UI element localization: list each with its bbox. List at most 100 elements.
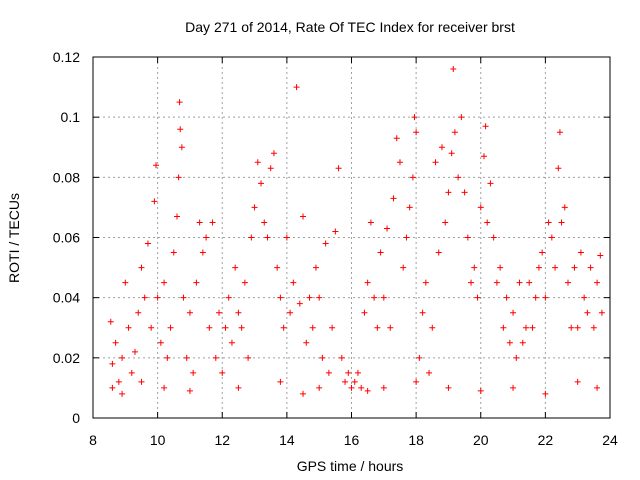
data-point	[500, 324, 507, 331]
data-point	[597, 252, 604, 259]
data-point	[539, 249, 546, 256]
data-point	[209, 219, 216, 226]
data-point	[529, 324, 536, 331]
y-tick-label: 0.06	[53, 230, 80, 246]
data-point	[493, 279, 500, 286]
data-point	[461, 189, 468, 196]
x-axis-label: GPS time / hours	[297, 458, 404, 474]
data-point	[154, 294, 161, 301]
data-point	[274, 264, 281, 271]
data-point	[338, 354, 345, 361]
data-point	[115, 378, 122, 385]
data-point	[219, 369, 226, 376]
data-point	[319, 354, 326, 361]
data-point	[396, 159, 403, 166]
data-point	[167, 324, 174, 331]
axis-ticks	[92, 56, 611, 419]
data-point	[384, 225, 391, 232]
data-point	[170, 249, 177, 256]
data-point	[335, 165, 342, 172]
data-point	[125, 324, 132, 331]
data-point	[354, 369, 361, 376]
data-point	[322, 240, 329, 247]
data-point	[174, 213, 181, 220]
data-point	[332, 228, 339, 235]
data-point	[564, 279, 571, 286]
data-point	[364, 387, 371, 394]
y-tick-label: 0.1	[61, 109, 81, 125]
data-point	[380, 294, 387, 301]
x-tick-label: 8	[89, 432, 97, 448]
data-point	[138, 378, 145, 385]
data-point	[568, 324, 575, 331]
data-point	[598, 309, 605, 316]
data-point	[351, 378, 358, 385]
data-point	[203, 234, 210, 241]
data-point	[532, 294, 539, 301]
data-point	[422, 279, 429, 286]
data-point	[138, 264, 145, 271]
data-point	[254, 159, 261, 166]
data-point	[235, 384, 242, 391]
data-point	[180, 294, 187, 301]
data-point	[238, 324, 245, 331]
data-point	[206, 324, 213, 331]
data-point	[157, 339, 164, 346]
data-point	[413, 378, 420, 385]
data-point	[270, 150, 277, 157]
data-point	[594, 384, 601, 391]
data-point	[380, 384, 387, 391]
data-point	[342, 378, 349, 385]
x-tick-label: 24	[602, 432, 618, 448]
data-point	[300, 213, 307, 220]
data-point	[542, 390, 549, 397]
data-point	[548, 234, 555, 241]
data-point	[490, 234, 497, 241]
data-points	[107, 66, 605, 397]
data-point	[161, 279, 168, 286]
data-point	[186, 309, 193, 316]
data-point	[293, 84, 300, 91]
data-point	[109, 384, 116, 391]
data-point	[429, 324, 436, 331]
data-point	[581, 294, 588, 301]
data-point	[290, 279, 297, 286]
data-point	[296, 300, 303, 307]
data-point	[584, 309, 591, 316]
data-point	[325, 369, 332, 376]
data-point	[477, 387, 484, 394]
data-point	[535, 264, 542, 271]
data-point	[409, 174, 416, 181]
data-point	[245, 354, 252, 361]
data-point	[248, 234, 255, 241]
data-point	[216, 309, 223, 316]
data-point	[445, 384, 452, 391]
data-point	[175, 174, 182, 181]
data-point	[464, 234, 471, 241]
data-point	[119, 354, 126, 361]
data-point	[178, 144, 185, 151]
y-tick-label: 0.04	[53, 290, 80, 306]
data-point	[561, 204, 568, 211]
data-point	[164, 354, 171, 361]
data-point	[196, 219, 203, 226]
data-point	[128, 369, 135, 376]
data-point	[287, 309, 294, 316]
data-point	[306, 294, 313, 301]
data-point	[316, 384, 323, 391]
data-point	[426, 369, 433, 376]
data-point	[556, 129, 563, 136]
data-point	[241, 279, 248, 286]
data-point	[419, 309, 426, 316]
data-point	[190, 369, 197, 376]
data-point	[393, 135, 400, 142]
data-point	[277, 294, 284, 301]
data-point	[413, 129, 420, 136]
data-point	[387, 324, 394, 331]
data-point	[377, 249, 384, 256]
data-point	[458, 114, 465, 121]
data-point	[186, 387, 193, 394]
data-point	[303, 339, 310, 346]
data-point	[235, 309, 242, 316]
y-axis-label: ROTI / TECUs	[6, 193, 22, 283]
